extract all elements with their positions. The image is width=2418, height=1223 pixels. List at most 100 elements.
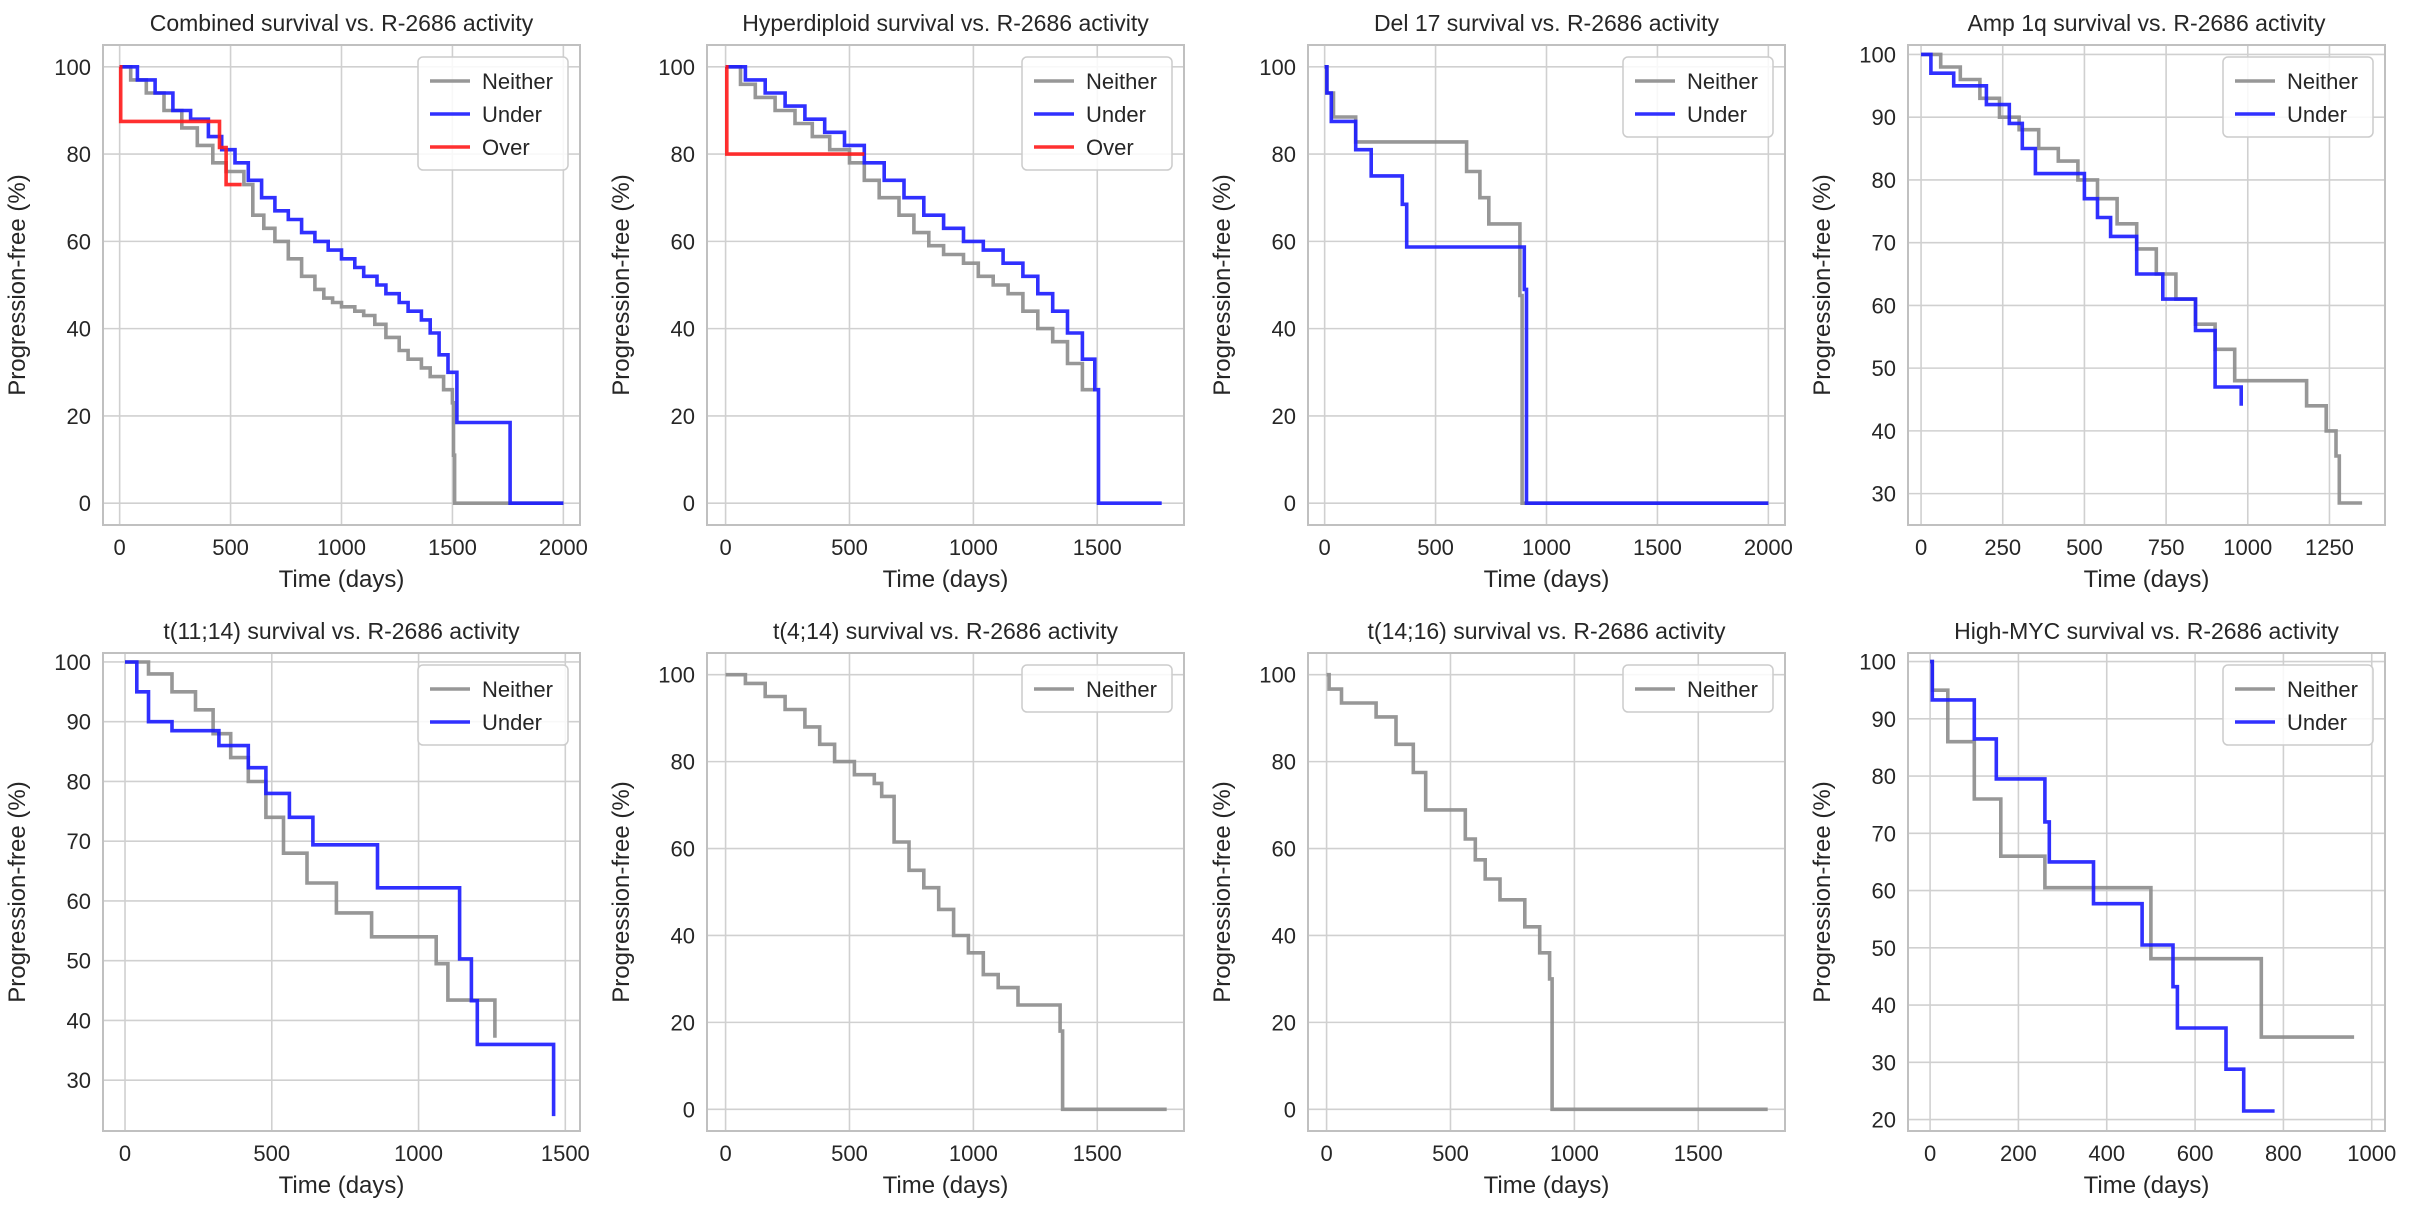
- chart-panel-5: 0 500 1000 1500 30 40 50 60 70 80 90 100 t(11;14) su…: [4, 618, 590, 1199]
- x-tick-label: 500: [831, 1141, 868, 1166]
- x-tick-label: 1500: [1073, 535, 1122, 560]
- legend-label: Neither: [1687, 677, 1758, 702]
- x-tick-label: 750: [2148, 535, 2185, 560]
- x-axis-label: Time (days): [279, 1172, 405, 1199]
- y-axis-label: Progression-free (%): [1209, 781, 1236, 1002]
- series-line-neither: [125, 660, 497, 1038]
- y-tick-label: 20: [671, 1010, 695, 1035]
- y-tick-label: 40: [1872, 993, 1896, 1018]
- x-tick-label: 1500: [1073, 1141, 1122, 1166]
- y-tick-label: 40: [67, 317, 91, 342]
- legend: Neither Under: [2222, 664, 2374, 746]
- y-tick-label: 40: [1272, 317, 1296, 342]
- y-tick-label: 0: [683, 491, 695, 516]
- x-tick-label: 250: [1984, 535, 2021, 560]
- legend: Neither Under: [2222, 56, 2374, 138]
- y-tick-label: 30: [67, 1068, 91, 1093]
- x-tick-label: 500: [1417, 535, 1454, 560]
- y-tick-label: 80: [671, 142, 695, 167]
- legend: Neither Under Over: [417, 56, 569, 171]
- y-tick-label: 30: [1872, 1050, 1896, 1075]
- y-tick-label: 80: [1872, 764, 1896, 789]
- legend-label: Under: [482, 710, 542, 735]
- y-tick-label: 80: [67, 769, 91, 794]
- y-tick-label: 70: [1872, 231, 1896, 256]
- y-tick-label: 90: [67, 710, 91, 735]
- legend-label: Over: [1086, 135, 1134, 160]
- chart-title: High-MYC survival vs. R-2686 activity: [1954, 618, 2339, 644]
- x-tick-label: 0: [719, 535, 731, 560]
- legend-box: [417, 664, 569, 746]
- legend-label: Neither: [482, 69, 553, 94]
- x-tick-label: 2000: [539, 535, 588, 560]
- legend-box: [1021, 56, 1173, 171]
- legend-label: Neither: [1086, 69, 1157, 94]
- legend-label: Under: [2287, 102, 2347, 127]
- y-tick-label: 80: [1272, 142, 1296, 167]
- chart-title: Del 17 survival vs. R-2686 activity: [1374, 10, 1720, 36]
- legend-label: Neither: [1687, 69, 1758, 94]
- y-axis-label: Progression-free (%): [1209, 174, 1236, 395]
- x-tick-label: 1000: [949, 1141, 998, 1166]
- series-line-neither: [1324, 65, 1769, 505]
- y-tick-label: 80: [1272, 750, 1296, 775]
- x-tick-label: 500: [831, 535, 868, 560]
- y-tick-label: 0: [79, 491, 91, 516]
- x-tick-label: 1000: [2223, 535, 2272, 560]
- y-tick-label: 40: [1872, 419, 1896, 444]
- y-tick-label: 20: [1872, 1108, 1896, 1133]
- series-line-neither: [725, 65, 1095, 392]
- x-axis-label: Time (days): [883, 566, 1009, 593]
- y-tick-label: 50: [1872, 936, 1896, 961]
- y-axis-label: Progression-free (%): [4, 781, 31, 1002]
- series-line-under: [1921, 52, 2243, 406]
- series-line-neither: [1930, 659, 2355, 1039]
- chart-panel-1: 0 500 1000 1500 2000 0 20 40 60 80 100 Combined sur…: [4, 10, 588, 593]
- plot-area: [707, 653, 1184, 1131]
- y-tick-label: 90: [1872, 105, 1896, 130]
- x-tick-label: 2000: [1744, 535, 1793, 560]
- x-tick-label: 500: [253, 1141, 290, 1166]
- chart-panel-3: 0 500 1000 1500 2000 0 20 40 60 80 100 Del 17 survi…: [1209, 10, 1793, 593]
- legend: Neither Under: [1622, 56, 1774, 138]
- x-tick-label: 500: [2066, 535, 2103, 560]
- legend: Neither Under: [417, 664, 569, 746]
- x-axis-label: Time (days): [1484, 1172, 1610, 1199]
- y-tick-label: 50: [1872, 356, 1896, 381]
- chart-title: Combined survival vs. R-2686 activity: [150, 10, 534, 36]
- y-tick-label: 50: [67, 949, 91, 974]
- x-axis-label: Time (days): [2084, 566, 2210, 593]
- series-line-under: [125, 660, 556, 1117]
- plot-frame: [1307, 44, 1786, 526]
- y-tick-label: 60: [1272, 229, 1296, 254]
- x-tick-label: 0: [1320, 1141, 1332, 1166]
- y-tick-label: 80: [671, 750, 695, 775]
- legend-box: [1021, 664, 1173, 713]
- x-tick-label: 1000: [1550, 1141, 1599, 1166]
- y-tick-label: 100: [1259, 663, 1296, 688]
- chart-title: t(11;14) survival vs. R-2686 activity: [163, 618, 520, 644]
- y-tick-label: 60: [1272, 837, 1296, 862]
- x-tick-label: 0: [119, 1141, 131, 1166]
- y-tick-label: 20: [671, 404, 695, 429]
- series-line-neither: [1921, 52, 2363, 505]
- legend: Neither Under Over: [1021, 56, 1173, 171]
- legend-label: Neither: [1086, 677, 1157, 702]
- plot-frame: [1307, 652, 1786, 1132]
- chart-panel-8: 0 200 400 600 800 1000 20 30 40 50 60 70 80 90 100 High…: [1809, 618, 2396, 1199]
- y-tick-label: 0: [1284, 1097, 1296, 1122]
- y-tick-label: 0: [683, 1097, 695, 1122]
- legend: Neither: [1021, 664, 1173, 713]
- x-tick-label: 800: [2265, 1141, 2302, 1166]
- legend-box: [2222, 56, 2374, 138]
- chart-panel-7: 0 500 1000 1500 0 20 40 60 80 100 t(14;16) surviva…: [1209, 618, 1786, 1199]
- x-axis-label: Time (days): [2084, 1172, 2210, 1199]
- x-tick-label: 1500: [1633, 535, 1682, 560]
- series-line-under: [1930, 659, 2275, 1113]
- plot-frame: [102, 44, 581, 526]
- plot-frame: [102, 652, 581, 1132]
- y-tick-label: 20: [1272, 404, 1296, 429]
- x-tick-label: 1000: [949, 535, 998, 560]
